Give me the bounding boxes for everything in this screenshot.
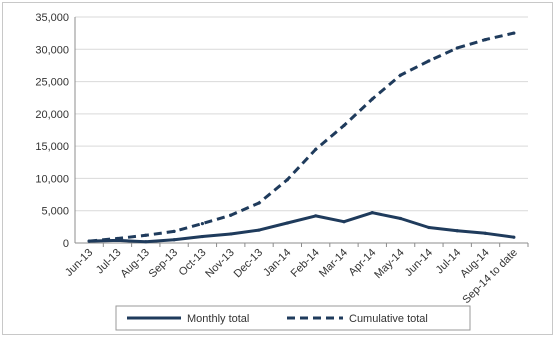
data-point <box>144 240 148 244</box>
data-point <box>87 239 91 243</box>
gridlines <box>75 16 528 244</box>
data-point <box>144 233 148 237</box>
series-line-1 <box>89 31 515 243</box>
x-tick-label: Aug-13 <box>118 247 152 281</box>
y-tick-label: 15,000 <box>35 141 69 153</box>
data-point <box>229 232 233 236</box>
x-tick-label: May-14 <box>372 247 406 281</box>
data-point <box>427 225 431 230</box>
series-line-0 <box>89 211 515 244</box>
x-tick-label: Dec-13 <box>232 247 266 281</box>
x-tick-label: Feb-14 <box>289 247 322 280</box>
data-point <box>200 222 205 226</box>
legend: Monthly total Cumulative total <box>115 305 471 331</box>
data-point <box>257 201 261 205</box>
data-point <box>172 238 176 242</box>
data-point <box>512 31 516 35</box>
x-tick-label: Mar-14 <box>317 247 350 280</box>
y-tick-label: 0 <box>63 238 69 250</box>
data-point <box>314 147 318 151</box>
data-point <box>455 46 459 50</box>
data-point <box>172 229 176 233</box>
legend-label-cumulative-total: Cumulative total <box>349 313 428 325</box>
data-point <box>398 216 403 221</box>
data-point <box>455 229 459 233</box>
y-tick-label: 25,000 <box>35 77 69 89</box>
line-chart: 0 5,000 10,000 15,000 20,000 25,000 30,000 35,0… <box>35 12 529 331</box>
data-point <box>229 213 233 217</box>
data-point <box>370 97 374 101</box>
data-point <box>370 211 374 215</box>
y-tick-label: 5,000 <box>41 206 69 218</box>
y-tick-label: 30,000 <box>35 44 69 56</box>
data-point <box>398 73 403 77</box>
x-tick-label: Nov-13 <box>203 247 237 281</box>
x-tick-label: Jun-14 <box>403 247 435 279</box>
x-tick-label: Jan-14 <box>261 247 293 279</box>
legend-label-monthly-total: Monthly total <box>187 313 249 325</box>
data-point <box>342 123 346 128</box>
data-point <box>512 235 516 239</box>
y-tick-label: 20,000 <box>35 109 69 121</box>
data-point <box>342 220 346 224</box>
data-point <box>314 214 318 218</box>
data-point <box>257 228 261 232</box>
data-point <box>427 59 431 63</box>
x-tick-label: Oct-13 <box>177 247 209 279</box>
x-tick-label: Jun-13 <box>63 247 95 279</box>
y-tick-label: 10,000 <box>35 173 69 185</box>
data-point <box>285 221 289 225</box>
x-tick-label: Sep-13 <box>147 247 181 281</box>
series-lines <box>87 31 516 244</box>
x-axis: Jun-13Jul-13Aug-13Sep-13Oct-13Nov-13Dec-… <box>63 243 529 306</box>
data-point <box>483 231 488 235</box>
y-axis: 0 5,000 10,000 15,000 20,000 25,000 30,000 35,0… <box>35 12 76 250</box>
data-point <box>115 236 120 241</box>
y-tick-label: 35,000 <box>35 12 69 24</box>
data-point <box>200 234 205 239</box>
data-point <box>285 178 289 182</box>
data-point <box>483 38 488 42</box>
